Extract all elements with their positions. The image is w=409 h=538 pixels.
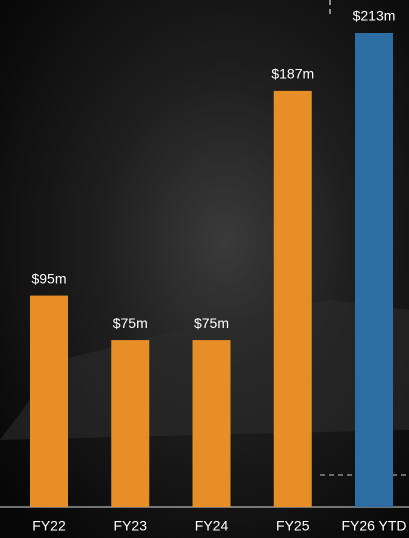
value-label: $213m — [353, 8, 396, 24]
value-label: $95m — [31, 270, 66, 286]
value-label: $187m — [271, 66, 314, 82]
x-tick-label: FY24 — [195, 518, 229, 534]
x-tick-label: FY23 — [114, 518, 148, 534]
bar — [273, 90, 312, 507]
value-label: $75m — [113, 315, 148, 331]
x-tick-label: FY26 YTD — [341, 518, 406, 534]
bar — [111, 340, 150, 507]
bar — [355, 33, 393, 507]
x-tick-label: FY22 — [32, 518, 66, 534]
value-label: $75m — [194, 315, 229, 331]
bar — [30, 295, 68, 507]
bar — [192, 340, 231, 507]
x-tick-label: FY25 — [276, 518, 310, 534]
